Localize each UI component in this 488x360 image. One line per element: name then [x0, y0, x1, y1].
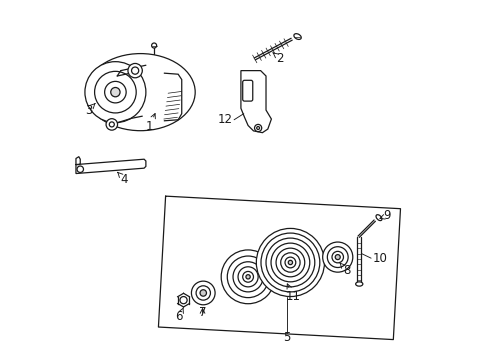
- Text: 6: 6: [175, 308, 183, 324]
- Circle shape: [200, 290, 206, 296]
- Circle shape: [322, 242, 352, 272]
- Ellipse shape: [85, 54, 195, 131]
- Text: 11: 11: [285, 284, 300, 303]
- Circle shape: [196, 286, 210, 300]
- Circle shape: [280, 253, 300, 272]
- Circle shape: [245, 275, 250, 279]
- Text: 5: 5: [283, 331, 290, 344]
- Circle shape: [287, 260, 292, 265]
- Circle shape: [238, 267, 258, 287]
- Circle shape: [191, 281, 215, 305]
- Text: 12: 12: [218, 113, 233, 126]
- Circle shape: [85, 62, 145, 123]
- Ellipse shape: [151, 43, 156, 48]
- Circle shape: [104, 81, 126, 103]
- Circle shape: [233, 262, 263, 292]
- Circle shape: [256, 228, 324, 297]
- Circle shape: [77, 166, 83, 172]
- Circle shape: [265, 238, 314, 287]
- Text: 7: 7: [199, 306, 206, 319]
- Circle shape: [242, 271, 253, 282]
- Circle shape: [94, 71, 136, 113]
- Circle shape: [180, 297, 187, 304]
- Circle shape: [128, 63, 142, 78]
- Circle shape: [131, 67, 139, 74]
- Circle shape: [109, 122, 114, 127]
- Circle shape: [270, 243, 309, 282]
- Ellipse shape: [355, 282, 362, 286]
- Text: 4: 4: [118, 172, 128, 186]
- Text: 2: 2: [272, 51, 283, 64]
- Circle shape: [110, 87, 120, 97]
- Circle shape: [326, 247, 347, 267]
- Circle shape: [256, 127, 259, 130]
- Text: 1: 1: [145, 113, 155, 133]
- Circle shape: [285, 257, 295, 268]
- Circle shape: [276, 248, 304, 277]
- Circle shape: [254, 125, 261, 132]
- Circle shape: [335, 255, 340, 260]
- Text: 3: 3: [84, 104, 95, 117]
- Ellipse shape: [375, 215, 381, 221]
- Circle shape: [106, 119, 117, 130]
- Circle shape: [331, 251, 343, 263]
- Circle shape: [261, 233, 319, 292]
- Ellipse shape: [293, 34, 301, 40]
- Text: 9: 9: [379, 210, 390, 222]
- Circle shape: [227, 256, 268, 298]
- Text: 10: 10: [372, 252, 386, 265]
- Text: 8: 8: [339, 263, 350, 277]
- Circle shape: [221, 250, 274, 304]
- FancyBboxPatch shape: [242, 80, 252, 101]
